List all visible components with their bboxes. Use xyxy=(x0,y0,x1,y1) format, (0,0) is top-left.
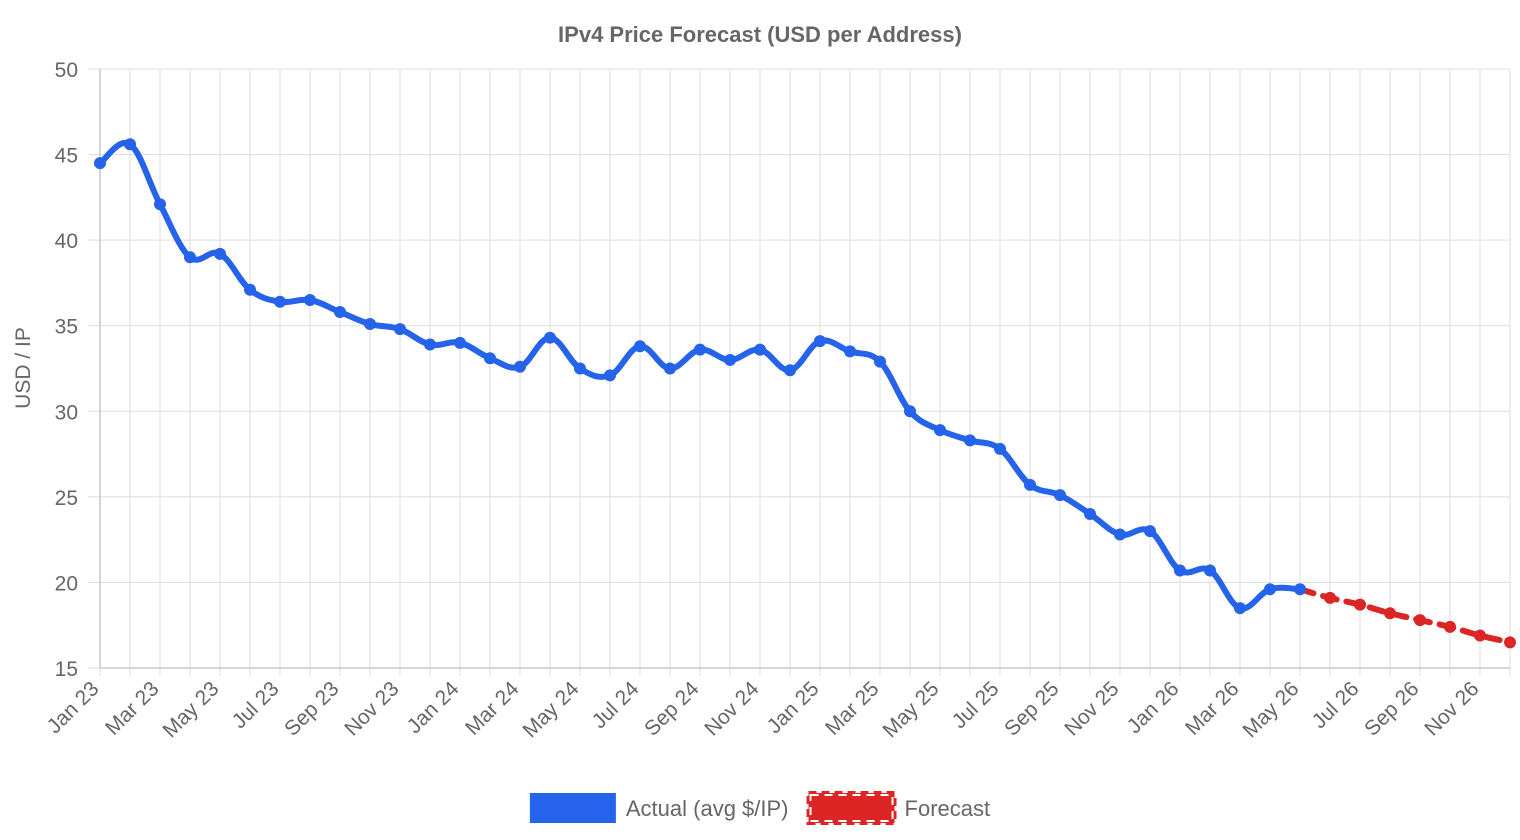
actual-point xyxy=(544,331,556,344)
y-tick-label: 20 xyxy=(55,572,78,595)
x-tick-label: Jul 23 xyxy=(228,677,284,733)
actual-point xyxy=(964,434,976,447)
actual-point xyxy=(1114,528,1126,541)
y-tick-label: 50 xyxy=(55,59,78,82)
actual-point xyxy=(1234,602,1246,615)
x-tick-label: May 24 xyxy=(519,677,584,742)
y-axis-label: USD / IP xyxy=(12,327,35,409)
actual-point xyxy=(574,362,586,375)
forecast-point xyxy=(1414,614,1426,627)
x-tick-label: Mar 23 xyxy=(101,677,163,739)
actual-point xyxy=(874,355,886,368)
actual-point xyxy=(904,405,916,418)
x-tick-label: Nov 25 xyxy=(1060,677,1123,740)
actual-point xyxy=(814,335,826,348)
actual-point xyxy=(424,338,436,351)
actual-point xyxy=(484,352,496,365)
x-tick-label: Mar 25 xyxy=(821,677,883,739)
y-tick-label: 25 xyxy=(55,487,78,510)
x-tick-label: Nov 24 xyxy=(700,677,764,741)
forecast-point xyxy=(1474,629,1486,642)
actual-point xyxy=(724,353,736,366)
y-tick-label: 45 xyxy=(55,145,78,168)
x-tick-label: Mar 26 xyxy=(1181,677,1243,739)
legend-item-forecast: Forecast xyxy=(806,791,991,825)
actual-point xyxy=(694,343,706,356)
forecast-point xyxy=(1504,636,1516,649)
x-tick-label: May 23 xyxy=(159,677,224,742)
legend-item-actual: Actual (avg $/IP) xyxy=(529,793,789,823)
actual-point xyxy=(124,138,136,151)
x-tick-label: May 26 xyxy=(1239,677,1304,742)
actual-point xyxy=(514,360,526,373)
x-tick-label: Sep 24 xyxy=(640,677,704,741)
actual-point xyxy=(1024,478,1036,491)
actual-point xyxy=(754,343,766,356)
y-tick-label: 40 xyxy=(55,230,78,253)
actual-point xyxy=(184,251,196,264)
legend-label-forecast: Forecast xyxy=(905,796,991,821)
x-tick-label: Jul 25 xyxy=(948,677,1004,733)
actual-point xyxy=(844,345,856,358)
x-tick-label: Jul 26 xyxy=(1308,677,1364,733)
actual-point xyxy=(634,340,646,353)
legend-swatch-forecast xyxy=(806,791,897,825)
x-tick-label: Nov 26 xyxy=(1420,677,1483,740)
actual-point xyxy=(1174,564,1186,577)
actual-series xyxy=(94,138,1306,615)
x-tick-label: Jan 24 xyxy=(403,677,464,738)
actual-point xyxy=(364,318,376,331)
forecast-series xyxy=(1297,586,1516,649)
x-tick-label: Sep 23 xyxy=(280,677,343,740)
actual-point xyxy=(394,323,406,336)
actual-point xyxy=(1264,583,1276,596)
actual-point xyxy=(214,247,226,260)
x-tick-label: Sep 26 xyxy=(1360,677,1423,740)
legend-label-actual: Actual (avg $/IP) xyxy=(626,796,789,821)
legend-swatch-dash xyxy=(809,794,894,822)
actual-point xyxy=(604,369,616,382)
x-tick-label: Jul 24 xyxy=(588,677,644,733)
actual-point xyxy=(94,157,106,170)
actual-point xyxy=(934,424,946,437)
legend: Actual (avg $/IP) Forecast xyxy=(529,791,991,825)
chart-title: IPv4 Price Forecast (USD per Address) xyxy=(558,22,962,47)
actual-point xyxy=(334,306,346,319)
actual-point xyxy=(244,283,256,296)
y-tick-label: 30 xyxy=(55,401,78,424)
x-tick-label: Jan 26 xyxy=(1123,677,1184,738)
x-tick-label: Jan 25 xyxy=(763,677,824,738)
legend-swatch-actual xyxy=(529,793,616,823)
x-tick-label: May 25 xyxy=(879,677,944,742)
actual-point xyxy=(1054,489,1066,502)
actual-point xyxy=(1204,564,1216,577)
x-tick-label: Nov 23 xyxy=(340,677,403,740)
actual-point xyxy=(454,336,466,349)
y-tick-label: 35 xyxy=(55,316,78,339)
forecast-point xyxy=(1444,620,1456,633)
actual-point xyxy=(1084,507,1096,520)
actual-point xyxy=(154,198,166,211)
actual-point xyxy=(274,295,286,308)
forecast-point xyxy=(1324,591,1336,604)
x-tick-label: Sep 25 xyxy=(1000,677,1063,740)
forecast-point xyxy=(1354,598,1366,611)
x-tick-label: Mar 24 xyxy=(461,677,524,740)
actual-point xyxy=(994,442,1006,455)
y-tick-label: 15 xyxy=(55,658,78,681)
series-layer xyxy=(94,138,1516,649)
forecast-point xyxy=(1384,607,1396,620)
actual-point xyxy=(784,364,796,377)
actual-point xyxy=(1144,525,1156,538)
actual-point xyxy=(664,362,676,375)
actual-point xyxy=(304,294,316,307)
x-tick-label: Jan 23 xyxy=(43,677,104,738)
actual-point xyxy=(1294,583,1306,596)
